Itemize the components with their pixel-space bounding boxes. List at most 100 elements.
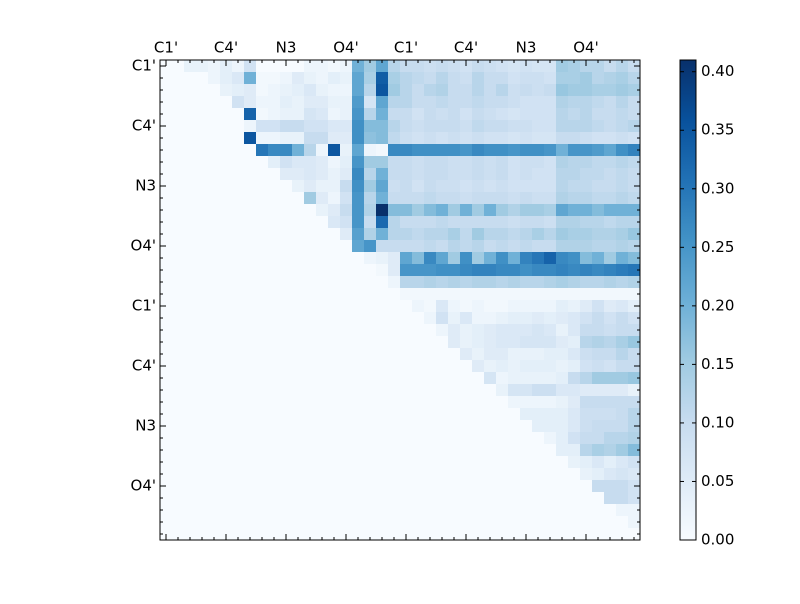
heat-cell xyxy=(580,312,593,325)
heat-cell xyxy=(448,408,461,421)
heat-cell xyxy=(184,240,197,253)
heat-cell xyxy=(436,192,449,205)
heat-cell xyxy=(256,216,269,229)
heat-cell xyxy=(436,384,449,397)
heat-cell xyxy=(172,180,185,193)
heat-cell xyxy=(448,396,461,409)
heat-cell xyxy=(616,276,629,289)
heat-cell xyxy=(352,372,365,385)
heat-cell xyxy=(592,120,605,133)
heat-cell xyxy=(196,60,209,73)
heat-cell xyxy=(256,228,269,241)
heat-cell xyxy=(292,360,305,373)
heat-cell xyxy=(580,324,593,337)
heat-cell xyxy=(628,276,641,289)
heat-cell xyxy=(604,528,617,541)
heat-cell xyxy=(628,204,641,217)
heat-cell xyxy=(304,336,317,349)
heat-cell xyxy=(412,324,425,337)
heat-cell xyxy=(160,240,173,253)
heat-cell xyxy=(184,504,197,517)
heat-cell xyxy=(220,228,233,241)
heat-cell xyxy=(340,276,353,289)
heat-cell xyxy=(520,108,533,121)
heat-cell xyxy=(484,408,497,421)
heat-cell xyxy=(496,348,509,361)
heat-cell xyxy=(616,300,629,313)
heat-cell xyxy=(208,420,221,433)
heat-cell xyxy=(400,132,413,145)
heat-cell xyxy=(520,480,533,493)
heat-cell xyxy=(304,144,317,157)
heat-cell xyxy=(508,228,521,241)
heat-cell xyxy=(496,156,509,169)
heat-cell xyxy=(316,96,329,109)
heat-cell xyxy=(364,264,377,277)
heat-cell xyxy=(304,168,317,181)
heat-cell xyxy=(172,96,185,109)
heat-cell xyxy=(484,240,497,253)
heat-cell xyxy=(484,180,497,193)
heat-cell xyxy=(316,132,329,145)
heat-cell xyxy=(232,384,245,397)
heat-cell xyxy=(556,192,569,205)
heat-cell xyxy=(532,396,545,409)
x-tick-label: N3 xyxy=(516,39,537,57)
heat-cell xyxy=(160,480,173,493)
heat-cell xyxy=(460,336,473,349)
heat-cell xyxy=(316,180,329,193)
heat-cell xyxy=(184,276,197,289)
heat-cell xyxy=(292,192,305,205)
heat-cell xyxy=(400,276,413,289)
heat-cell xyxy=(568,288,581,301)
heat-cell xyxy=(304,528,317,541)
heat-cell xyxy=(160,300,173,313)
heat-cell xyxy=(364,228,377,241)
heat-cell xyxy=(268,72,281,85)
heat-cell xyxy=(532,420,545,433)
heat-cell xyxy=(400,228,413,241)
heat-cell xyxy=(592,384,605,397)
heat-cell xyxy=(520,420,533,433)
heat-cell xyxy=(604,468,617,481)
heat-cell xyxy=(172,360,185,373)
heat-cell xyxy=(244,144,257,157)
heat-cell xyxy=(616,84,629,97)
heat-cell xyxy=(556,360,569,373)
heat-cell xyxy=(520,276,533,289)
heat-cell xyxy=(520,348,533,361)
heat-cell xyxy=(172,384,185,397)
heat-cell xyxy=(424,492,437,505)
heat-cell xyxy=(196,432,209,445)
heat-cell xyxy=(412,408,425,421)
heat-cell xyxy=(604,348,617,361)
colorbar-label: 0.05 xyxy=(701,472,734,490)
heat-cell xyxy=(160,396,173,409)
heat-cell xyxy=(280,144,293,157)
heat-cell xyxy=(340,468,353,481)
heat-cell xyxy=(208,108,221,121)
heat-cell xyxy=(448,144,461,157)
heat-cell xyxy=(628,84,641,97)
heat-cell xyxy=(160,324,173,337)
heat-cell xyxy=(208,156,221,169)
heat-cell xyxy=(448,192,461,205)
heat-cell xyxy=(184,264,197,277)
heat-cell xyxy=(244,156,257,169)
heat-cell xyxy=(556,180,569,193)
heat-cell xyxy=(592,144,605,157)
heat-cell xyxy=(328,336,341,349)
heat-cell xyxy=(340,504,353,517)
heat-cell xyxy=(328,288,341,301)
heat-cell xyxy=(208,252,221,265)
heat-cell xyxy=(484,300,497,313)
heat-cell xyxy=(340,300,353,313)
heat-cell xyxy=(472,432,485,445)
heat-cell xyxy=(532,264,545,277)
heat-cell xyxy=(232,372,245,385)
heat-cell xyxy=(364,84,377,97)
heat-cell xyxy=(472,480,485,493)
heat-cell xyxy=(424,348,437,361)
heat-cell xyxy=(352,120,365,133)
heat-cell xyxy=(460,84,473,97)
